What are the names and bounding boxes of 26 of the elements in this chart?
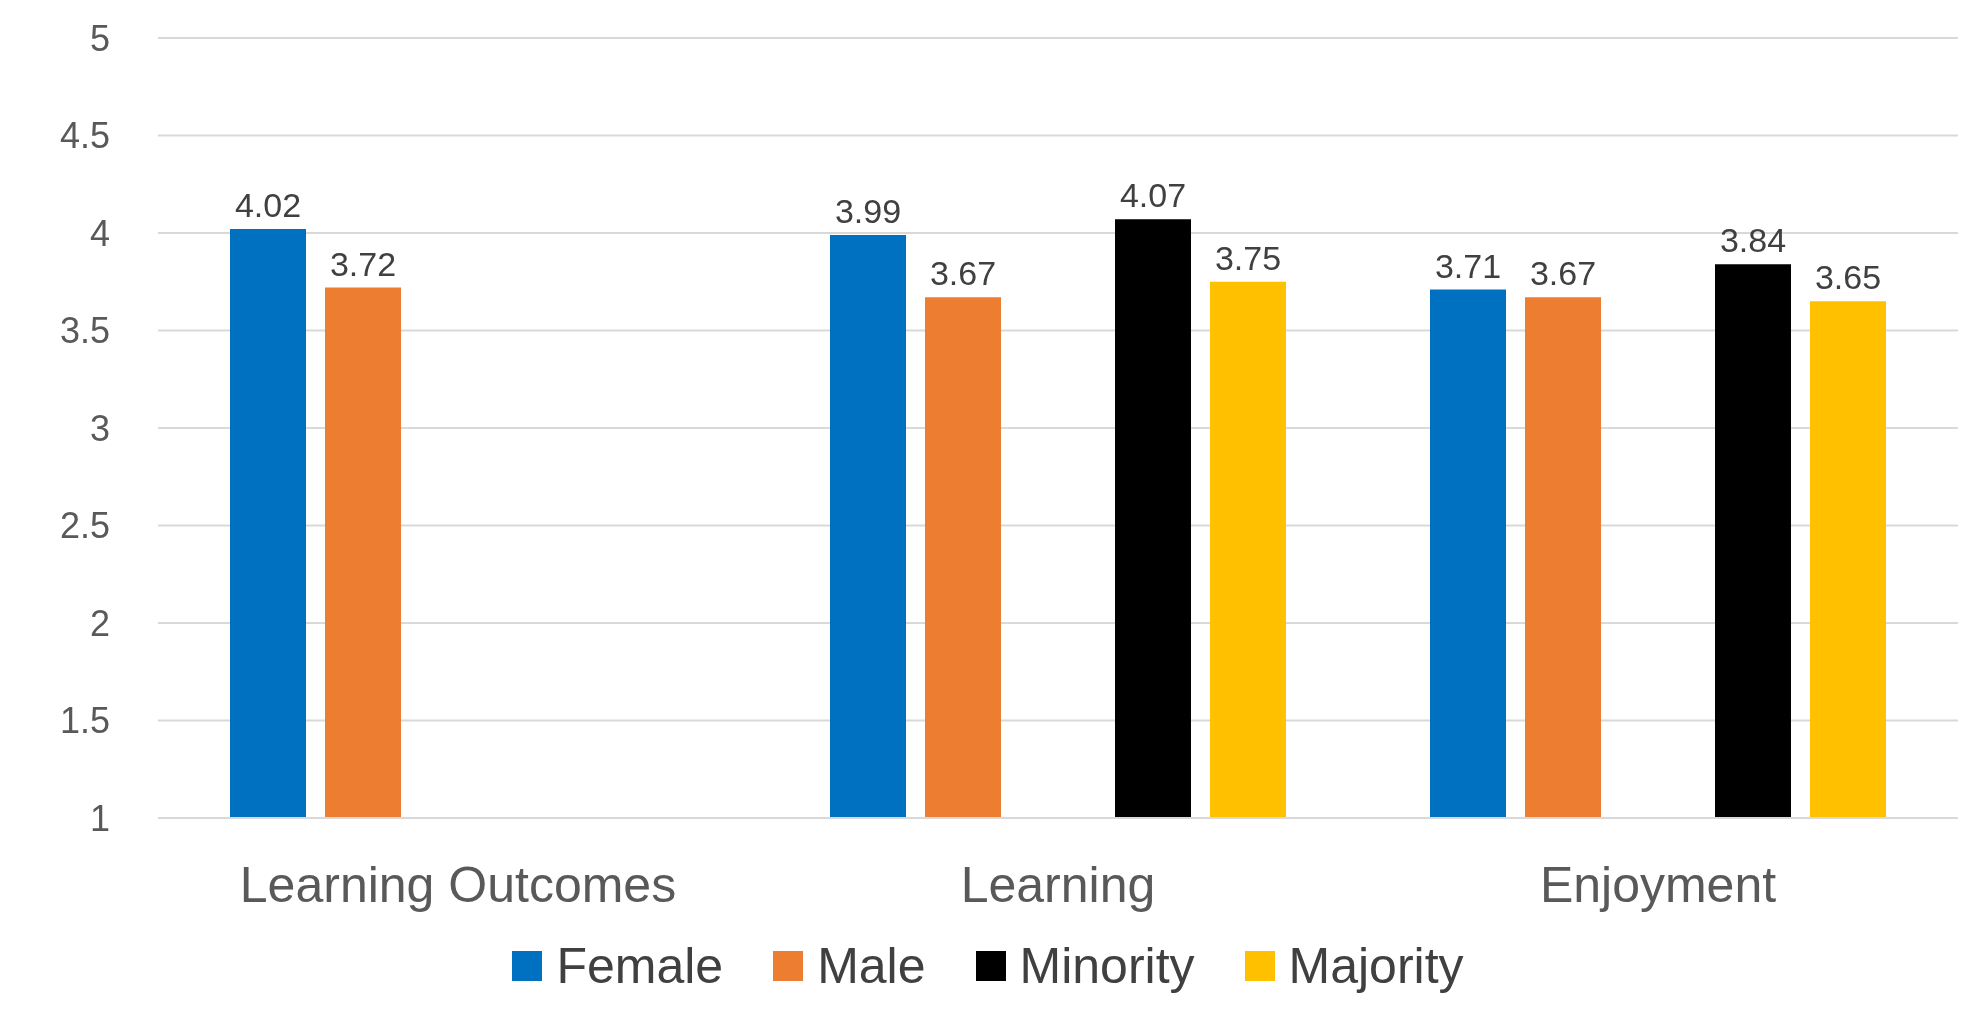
x-tick-label: Learning — [960, 856, 1156, 913]
x-tick-label: Enjoyment — [1539, 856, 1777, 913]
legend-label: Majority — [1288, 938, 1464, 994]
y-tick-label: 1 — [89, 797, 110, 839]
data-label: 4.07 — [1119, 176, 1187, 215]
data-label: 3.65 — [1814, 258, 1882, 297]
x-tick-label: Learning Outcomes — [239, 856, 677, 913]
y-tick-label: 3.5 — [59, 310, 110, 352]
data-label: 3.75 — [1214, 238, 1282, 277]
data-label: 3.67 — [1529, 254, 1597, 293]
legend-label: Minority — [1019, 938, 1195, 994]
legend-label: Male — [817, 938, 926, 994]
y-tick-label: 3 — [89, 407, 110, 449]
data-label: 3.99 — [834, 191, 902, 230]
y-tick-label: 4 — [89, 212, 110, 254]
data-label: 4.02 — [234, 186, 302, 225]
y-tick-label: 5 — [89, 17, 110, 59]
data-label: 3.72 — [329, 244, 397, 283]
y-tick-label: 2.5 — [59, 505, 110, 547]
y-tick-label: 2 — [89, 602, 110, 644]
data-label: 3.84 — [1719, 221, 1787, 260]
legend-label: Female — [556, 938, 724, 994]
data-label: 3.67 — [929, 254, 997, 293]
y-tick-label: 4.5 — [59, 115, 110, 157]
y-tick-label: 1.5 — [59, 700, 110, 742]
data-label: 3.71 — [1434, 246, 1502, 285]
